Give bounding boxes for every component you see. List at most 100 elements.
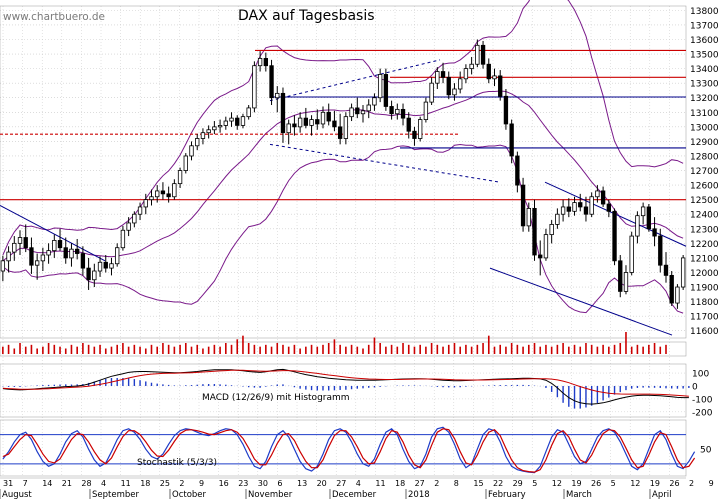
candle-body [149,196,154,201]
candle-body [360,110,366,115]
volume-bar [659,346,662,354]
x-day-label: 18 [140,479,150,488]
x-day-label: 21 [62,479,72,488]
x-day-label: 5 [532,479,537,488]
volume-bar [470,346,473,354]
candle-body [600,190,606,205]
candle-body [332,120,337,128]
volume-bar [585,343,587,354]
volume-bar [293,344,296,354]
y-tick-label: 13100 [690,109,719,119]
candle-body [583,206,589,215]
candle-body [34,260,40,266]
volume-bar [385,346,387,354]
candle-body [0,260,6,272]
candle-body [663,264,669,276]
macd-tick-label: 100 [692,370,709,380]
volume-bar [568,346,570,354]
volume-bar [276,343,279,354]
volume-bar [419,344,421,354]
x-day-label: 5 [611,479,616,488]
volume-bar [545,344,547,354]
volume-bar [110,346,113,354]
volume-bar [299,348,301,354]
volume-bar [339,344,341,354]
y-tick-label: 13400 [690,65,719,75]
x-day-label: 2 [689,479,694,488]
x-day-label: 11 [375,479,385,488]
x-day-label: 2 [434,479,439,488]
volume-bar [556,344,559,354]
volume-bar [87,344,90,354]
y-tick-label: 12300 [690,225,719,235]
volume-bar [459,346,461,354]
candle-body [532,208,537,256]
candle-body [675,286,680,304]
x-month-label: August [2,490,32,499]
candle-body [349,107,354,118]
candle-body [172,183,177,198]
x-month-label: March [566,490,592,499]
volume-bar [390,344,393,354]
volume-bar [259,346,261,354]
candle-body [503,95,509,125]
volume-bar [608,346,610,354]
panel-frame [0,5,687,339]
candle-body [669,274,674,304]
candle-body [263,58,268,67]
volume-bar [613,344,616,354]
trend-line [489,267,673,336]
volume-bar [573,344,576,354]
x-day-label: 30 [258,479,268,488]
y-tick-label: 11600 [690,327,719,337]
volume-bar [7,344,10,354]
volume-bar [236,339,239,354]
candle-body [446,76,451,96]
y-tick-label: 13000 [690,123,719,133]
candle-body [509,123,514,157]
candle-body [286,123,291,134]
candle-body [6,251,11,262]
volume-bar [373,337,376,354]
candle-body [212,126,217,131]
candle-body [623,272,629,292]
candle-body [137,206,143,215]
volume-bar [139,346,141,354]
volume-bar [190,346,193,354]
volume-bar [207,346,210,354]
volume-bar [327,343,330,354]
candle-body [658,235,663,266]
candle-body [486,63,491,80]
source-label: www.chartbuero.de [3,11,105,23]
volume-bar [99,344,101,354]
volume-bar [619,343,622,354]
candle-body [635,215,640,237]
macd-panel [2,368,690,409]
panel-frame [0,419,687,477]
volume-bars [2,332,667,354]
y-tick-label: 12900 [690,138,719,148]
candle-body [646,206,652,230]
candle-body [435,71,440,84]
volume-bar [213,344,216,354]
volume-bar [596,346,599,354]
candle-body [69,248,74,259]
candle-body [46,250,51,256]
x-day-label: 12 [630,479,640,488]
volume-bar [522,346,524,354]
volume-bar [642,346,644,354]
candle-body [166,193,171,198]
candle-body [629,235,634,273]
candle-body [538,254,543,259]
x-day-label: 14 [42,479,52,488]
volume-bar [413,346,416,354]
axes: 1160011700118001190012000121001220012300… [0,7,719,499]
volume-bar [162,343,164,354]
volume-bar [482,343,484,354]
candle-body [492,75,497,80]
candle-body [377,74,383,99]
volume-bar [127,346,130,354]
candle-body [400,108,406,119]
volume-bar [253,344,256,354]
